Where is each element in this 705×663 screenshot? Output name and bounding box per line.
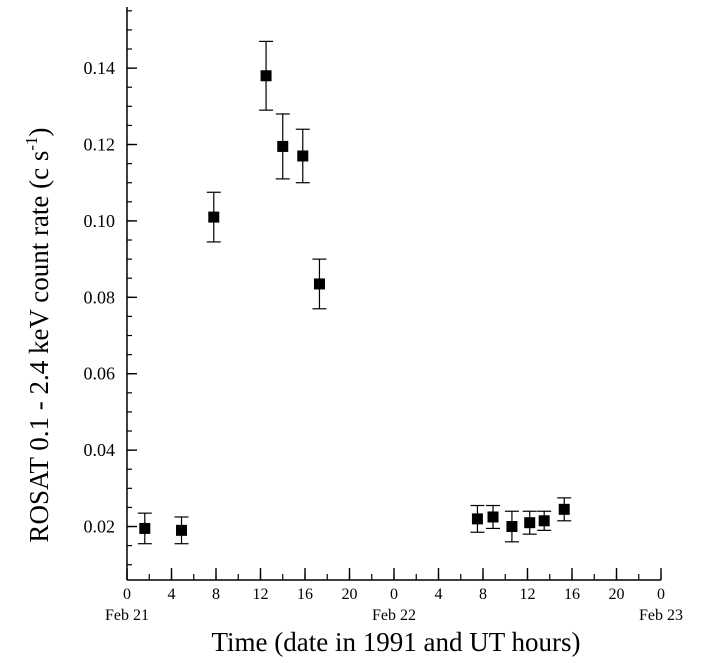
y-tick-label: 0.12 [84,135,116,155]
data-point [504,510,519,543]
x-tick-label: 16 [564,586,580,603]
x-tick-label: 0 [657,586,665,603]
data-point [470,504,485,533]
x-tick-label: 20 [609,586,625,603]
y-axis-label: ROSAT 0.1 - 2.4 keV count rate (c s-1) [22,127,54,542]
x-tick-label: 12 [520,586,536,603]
x-tick-label: 8 [212,586,220,603]
x-date-label: Feb 21 [105,607,149,624]
y-tick-label: 0.08 [84,287,116,307]
data-point [557,497,572,522]
x-tick-label: 16 [297,586,313,603]
data-point [206,191,221,243]
y-tick-label: 0.06 [84,364,116,384]
square-marker [260,70,272,82]
y-axis-label-close: ) [24,127,54,136]
y-axis-label-main: ROSAT 0.1 - 2.4 keV count rate (c s [24,151,54,543]
x-tick-label: 12 [253,586,269,603]
y-tick-label: 0.14 [84,58,116,78]
square-marker [176,524,188,536]
square-marker [471,513,483,525]
x-tick-label: 4 [168,586,176,603]
x-date-label: Feb 23 [639,607,683,624]
square-marker [139,522,151,534]
x-tick-label: 0 [390,586,398,603]
x-tick-label: 8 [479,586,487,603]
data-point [137,512,152,545]
data-points [137,40,572,545]
data-point [486,504,501,530]
square-marker [208,211,220,223]
square-marker [487,511,499,523]
data-point [537,510,552,531]
data-point [275,113,290,180]
ticks: 0 4 8 12 16 20 0 4 8 12 16 20 0 Feb 21 Feb 22 Feb 23 0.0… [84,10,683,624]
square-marker [538,515,550,527]
axes [126,7,661,581]
y-axis-label-sup: -1 [22,136,41,150]
square-marker [524,517,536,529]
data-point [295,128,310,184]
y-tick-label: 0.10 [84,211,116,231]
square-marker [506,521,518,533]
data-point [312,258,327,310]
square-marker [297,150,309,162]
data-point [174,516,189,545]
x-axis-label: Time (date in 1991 and UT hours) [212,627,581,657]
data-point [259,40,274,111]
square-marker [313,278,325,290]
y-tick-label: 0.04 [84,440,116,460]
square-marker [558,503,570,515]
data-point [522,510,537,535]
y-tick-label: 0.02 [84,517,116,537]
square-marker [277,140,289,152]
x-tick-label: 0 [123,586,131,603]
x-tick-label: 4 [435,586,443,603]
x-tick-label: 20 [342,586,358,603]
x-date-label: Feb 22 [372,607,416,624]
